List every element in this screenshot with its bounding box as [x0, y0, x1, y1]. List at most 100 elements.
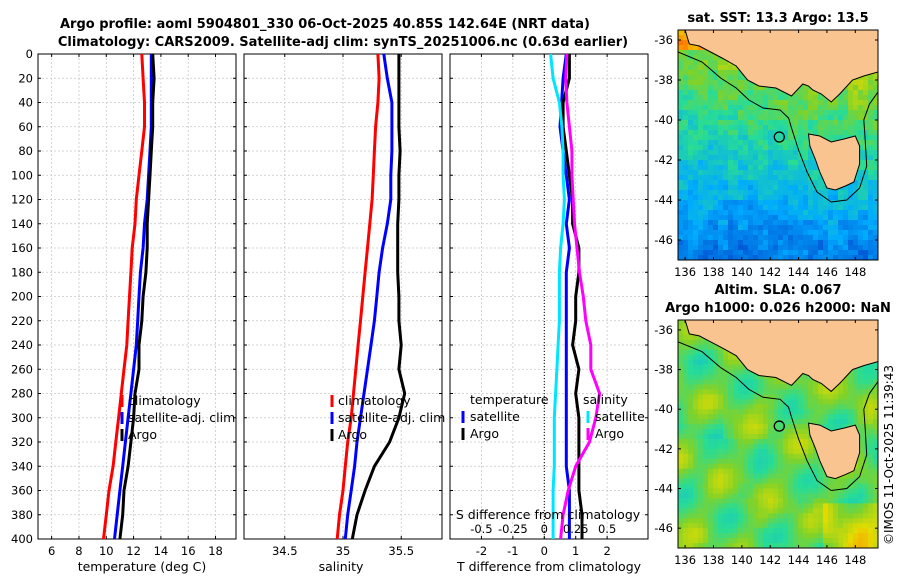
map-cell [738, 160, 744, 166]
map-cell [843, 100, 849, 106]
map-cell [718, 215, 724, 221]
map-cell [718, 513, 724, 519]
map-cell [718, 190, 724, 196]
map-cell [863, 384, 869, 390]
y-tick-label: 160 [11, 241, 33, 255]
map-cell [733, 538, 739, 544]
map-cell [748, 503, 754, 509]
map-cell [738, 543, 744, 548]
map-cell [768, 155, 774, 161]
map-cell [713, 473, 719, 480]
map-cell [793, 528, 799, 534]
map-cell [763, 190, 769, 196]
map-cell [803, 473, 809, 480]
map-cell [718, 105, 724, 111]
map-cell [838, 250, 844, 256]
map-cell [733, 523, 739, 529]
map-cell [868, 513, 874, 519]
map-cell [783, 155, 789, 161]
map-cell [728, 404, 734, 410]
map-cell [693, 399, 699, 405]
map-cell [848, 185, 854, 191]
map-cell [783, 404, 789, 410]
map-cell [773, 458, 779, 465]
map-cell [828, 488, 834, 494]
map-cell [863, 503, 869, 509]
map-cell [678, 438, 684, 445]
map-cell [798, 523, 804, 529]
map-cell [823, 125, 829, 131]
map-cell [803, 90, 809, 96]
map-cell [758, 155, 764, 161]
map-cell [708, 135, 714, 141]
map-cell [773, 429, 779, 435]
map-cell [788, 215, 794, 221]
map-cell [773, 115, 779, 121]
map-cell [853, 379, 859, 385]
map-cell [838, 230, 844, 236]
map-cell [768, 255, 774, 260]
map-cell [743, 205, 749, 211]
map-cell [868, 235, 874, 241]
map-cell [723, 483, 729, 489]
map-cell [728, 220, 734, 226]
map-cell [758, 95, 764, 101]
map-cell [788, 434, 794, 440]
map-cell [778, 190, 784, 196]
map-cell [733, 533, 739, 539]
legend-label: satellite [595, 409, 645, 424]
map-cell [798, 95, 804, 101]
map-cell [773, 483, 779, 489]
map-cell [873, 498, 878, 504]
map-cell [848, 523, 854, 529]
map-cell [838, 424, 844, 430]
map-cell [738, 85, 744, 91]
map-cell [783, 255, 789, 260]
map-cell [868, 225, 874, 231]
map-cell [723, 359, 729, 366]
map-cell [703, 80, 709, 86]
map-cell [858, 185, 864, 191]
map-cell [858, 523, 864, 529]
map-cell [733, 473, 739, 480]
map-cell [748, 205, 754, 211]
map-cell [788, 488, 794, 494]
map-cell [723, 503, 729, 509]
map-cell [803, 120, 809, 126]
map-cell [803, 230, 809, 236]
map-cell [683, 508, 689, 514]
map-cell [788, 220, 794, 226]
map-cell [823, 245, 829, 251]
map-cell [863, 155, 869, 161]
map-cell [743, 225, 749, 231]
map-cell [783, 240, 789, 246]
map-cell [788, 493, 794, 499]
map-cell [863, 369, 869, 375]
x-tick-label: 1 [572, 544, 579, 558]
map-cell [813, 404, 819, 410]
map-cell [733, 170, 739, 176]
legend-label: Argo [470, 426, 499, 441]
map-cell [758, 409, 764, 415]
map-cell [788, 195, 794, 201]
map-cell [868, 75, 874, 81]
map-cell [713, 543, 719, 548]
map-cell [683, 434, 689, 440]
map-cell [833, 493, 839, 499]
sst-map-panel: 136 138 140 142 144 146 148-36-38-40-42-44-46 [654, 29, 879, 279]
map-cell [778, 538, 784, 544]
map-cell [733, 115, 739, 121]
map-cell [718, 443, 724, 450]
map-cell [713, 364, 719, 370]
map-cell [698, 434, 704, 440]
map-cell [678, 379, 684, 385]
map-cell [723, 533, 729, 539]
map-cell [778, 448, 784, 455]
map-cell [873, 220, 878, 226]
map-cell [798, 225, 804, 231]
map-cell [813, 240, 819, 246]
map-cell [723, 220, 729, 226]
map-cell [718, 528, 724, 534]
map-cell [688, 165, 694, 171]
map-cell [693, 523, 699, 529]
